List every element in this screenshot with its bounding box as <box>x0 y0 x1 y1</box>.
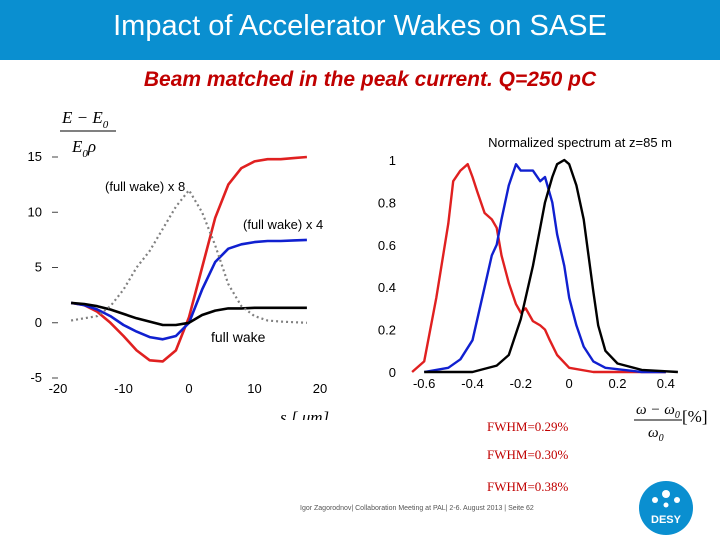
left-ytick-label: 10 <box>28 204 42 219</box>
right-ytick-label: 0.2 <box>378 323 396 338</box>
fwhm-blue: FWHM=0.30% <box>487 447 569 462</box>
desy-logo-text: DESY <box>651 514 682 526</box>
annotation-x4: (full wake) x 4 <box>243 217 323 232</box>
slide-subtitle: Beam matched in the peak current. Q=250 … <box>143 68 597 91</box>
left-xtick-label: 10 <box>247 381 261 396</box>
left-ytick-label: 15 <box>28 149 42 164</box>
right-xtick-label: -0.4 <box>461 376 483 391</box>
right-ytick-label: 1 <box>389 153 396 168</box>
left-axes: -5 0 5 10 15 -20 -10 0 10 20 <box>28 149 328 396</box>
right-ytick-label: 0.8 <box>378 195 396 210</box>
title-banner: Impact of Accelerator Wakes on SASE <box>0 0 720 60</box>
left-series-line-1 <box>70 238 307 341</box>
right-xtick-label: 0 <box>566 376 573 391</box>
spectrum-title: Normalized spectrum at z=85 m <box>488 135 672 150</box>
right-xtick-label: 0.4 <box>657 376 675 391</box>
left-xtick-label: 0 <box>185 381 192 396</box>
right-xtick-label: 0.2 <box>608 376 626 391</box>
left-series-line-2 <box>70 301 307 327</box>
xlabel-numerator: ω − ω0 <box>636 402 680 421</box>
left-xtick-label: -20 <box>49 381 68 396</box>
left-series-group <box>70 155 308 363</box>
right-axes: 0 0.2 0.4 0.6 0.8 1 -0.6 -0.4 -0.2 0 0.2 0.4 <box>378 153 675 391</box>
left-xlabel: s [ μm] <box>280 408 329 420</box>
fwhm-red: FWHM=0.38% <box>487 479 569 494</box>
right-ytick-label: 0.4 <box>378 280 396 295</box>
left-series-line-3 <box>70 189 307 324</box>
left-series-line-0 <box>70 155 308 363</box>
energy-deviation-chart: E − E0 E0ρ -5 0 5 10 15 -20 -10 0 10 20 (full wak… <box>28 108 330 420</box>
annotation-x8: (full wake) x 8 <box>105 179 185 194</box>
left-ytick-label: 0 <box>35 315 42 330</box>
left-xtick-label: 20 <box>313 381 327 396</box>
ylabel-numerator: E − E0 <box>61 108 109 131</box>
xlabel-denominator: ω0 <box>648 425 664 444</box>
slide-title: Impact of Accelerator Wakes on SASE <box>113 10 607 42</box>
xlabel-unit: [%] <box>682 407 708 426</box>
right-xtick-label: -0.6 <box>413 376 435 391</box>
ylabel-denominator: E0ρ <box>71 137 96 160</box>
desy-logo-circle <box>639 481 693 535</box>
right-ytick-label: 0 <box>389 365 396 380</box>
right-ytick-label: 0.6 <box>378 238 396 253</box>
right-xtick-label: -0.2 <box>510 376 532 391</box>
annotation-full-wake: full wake <box>211 329 266 345</box>
footer-text: Igor Zagorodnov| Collaboration Meeting a… <box>300 505 534 512</box>
spectrum-chart: Normalized spectrum at z=85 m 0 0.2 0.4 0.6… <box>378 135 682 421</box>
left-ytick-label: -5 <box>30 370 42 385</box>
left-xtick-label: -10 <box>114 381 133 396</box>
spectrum-series-line-1 <box>423 163 666 374</box>
fwhm-black: FWHM=0.29% <box>487 419 569 434</box>
spectrum-series-line-2 <box>424 158 678 374</box>
left-ytick-label: 5 <box>35 260 42 275</box>
spectrum-series-line-0 <box>411 163 666 374</box>
desy-logo: DESY <box>639 481 693 535</box>
right-series-group <box>411 158 678 374</box>
